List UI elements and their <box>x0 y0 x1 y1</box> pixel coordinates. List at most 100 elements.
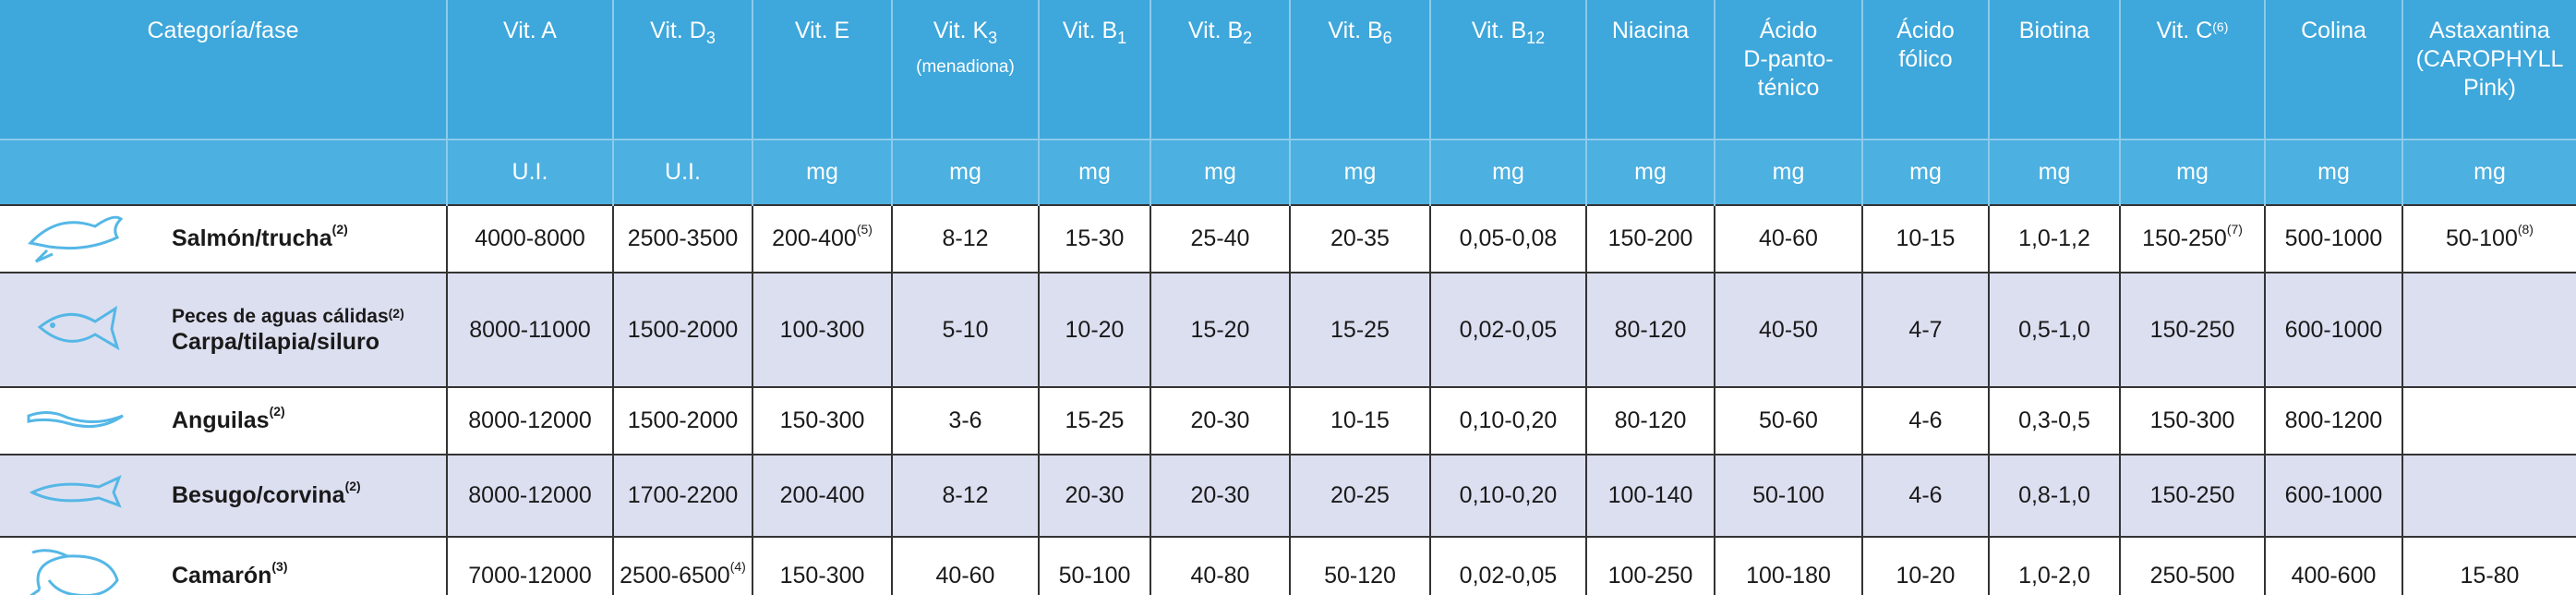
value-cell: 1,0-2,0 <box>1988 536 2120 595</box>
category-group: Peces de aguas cálidas(2) <box>172 305 446 329</box>
unit-label: mg <box>1150 139 1290 205</box>
header-text: Vit. A <box>503 18 557 43</box>
subscript: 3 <box>705 29 716 47</box>
header-text: fólico <box>1898 46 1953 72</box>
value-text: 4-6 <box>1908 482 1943 508</box>
subscript: 1 <box>1117 29 1127 47</box>
value-cell: 20-35 <box>1289 204 1430 273</box>
unit-label: mg <box>2119 139 2265 205</box>
value-text: 50-60 <box>1759 407 1818 433</box>
column-header: Biotina <box>1988 0 2120 140</box>
unit-label: mg <box>2401 139 2576 205</box>
value-cell: 150-300 <box>752 536 892 595</box>
header-line: ténico <box>1716 74 1861 103</box>
header-line: D-panto- <box>1716 45 1861 74</box>
value-cell: 8000-11000 <box>446 272 613 387</box>
value-text: 0,10-0,20 <box>1459 407 1558 433</box>
category-cell: Besugo/corvina(2) <box>148 454 447 537</box>
unit-label: mg <box>1988 139 2120 205</box>
value-cell: 20-25 <box>1289 454 1430 537</box>
value-text: 0,02-0,05 <box>1459 316 1558 343</box>
unit-label: mg <box>1585 139 1715 205</box>
data-row: Besugo/corvina(2) 8000-12000 1700-2200 200-… <box>0 454 2576 537</box>
subscript: 3 <box>988 29 998 47</box>
footnote-mark: (2) <box>269 404 285 419</box>
value-cell: 20-30 <box>1038 454 1150 537</box>
value-text: 0,05-0,08 <box>1459 225 1558 251</box>
value-cell: 150-250 <box>2119 272 2265 387</box>
table-body: Salmón/trucha(2) 4000-8000 2500-3500 200-40… <box>0 204 2576 595</box>
value-cell: 1700-2200 <box>612 454 752 537</box>
species-icon <box>28 548 119 595</box>
value-text: 40-80 <box>1190 562 1250 589</box>
unit-label: mg <box>1429 139 1586 205</box>
value-cell: 4-6 <box>1861 386 1989 455</box>
value-text: 100-140 <box>1607 482 1693 508</box>
data-row: Camarón(3) 7000-12000 2500-6500(4) 150-300 4… <box>0 536 2576 595</box>
value-text: 0,02-0,05 <box>1459 562 1558 589</box>
category-cell: Anguilas(2) <box>148 386 447 455</box>
table-header: Categoría/fase Vit. A Vit. D3 Vit. E Vit. K… <box>0 0 2576 205</box>
value-text: 50-100 <box>2446 225 2518 251</box>
value-text: 3-6 <box>948 407 982 433</box>
value-text: 150-250 <box>2149 316 2235 343</box>
header-line: (menadiona) <box>894 53 1038 81</box>
category-name: Camarón <box>172 562 272 589</box>
value-cell: 4000-8000 <box>446 204 613 273</box>
category-cell: Peces de aguas cálidas(2) Carpa/tilapia/s… <box>148 272 447 387</box>
value-cell <box>2401 454 2576 537</box>
value-cell: 50-120 <box>1289 536 1430 595</box>
value-text: 25-40 <box>1190 225 1250 251</box>
value-text: 200-400 <box>772 225 857 251</box>
value-cell: 600-1000 <box>2264 272 2402 387</box>
value-cell <box>2401 272 2576 387</box>
species-icon-cell <box>0 272 148 387</box>
column-header: Colina <box>2264 0 2402 140</box>
category-name: Carpa/tilapia/siluro <box>172 328 380 355</box>
value-text: 100-300 <box>779 316 865 343</box>
column-header: Vit. K3 (menadiona) <box>891 0 1039 140</box>
value-cell: 100-180 <box>1714 536 1862 595</box>
value-cell: 8000-12000 <box>446 386 613 455</box>
header-text: Vit. C <box>2156 18 2213 43</box>
value-text: 40-50 <box>1759 316 1818 343</box>
header-line: (CAROPHYLL <box>2404 45 2576 74</box>
value-cell: 40-80 <box>1150 536 1290 595</box>
value-cell: 100-300 <box>752 272 892 387</box>
value-cell: 200-400(5) <box>752 204 892 273</box>
header-line: Ácido <box>1716 17 1861 45</box>
units-row: U.I. U.I. mg mg mg mg mg mg mg mg mg mg mg mg mg <box>0 139 2576 205</box>
value-cell: 15-30 <box>1038 204 1150 273</box>
unit-label: mg <box>752 139 892 205</box>
category-header: Categoría/fase <box>0 0 447 140</box>
value-text: 40-60 <box>1759 225 1818 251</box>
column-header: Niacina <box>1585 0 1715 140</box>
category-cell: Salmón/trucha(2) <box>148 204 447 273</box>
value-cell: 10-15 <box>1289 386 1430 455</box>
footnote-mark: (8) <box>2517 222 2534 237</box>
value-cell: 50-100 <box>1714 454 1862 537</box>
value-text: 0,3-0,5 <box>2018 407 2090 433</box>
value-text: 100-180 <box>1746 562 1831 589</box>
header-line: Pink) <box>2404 74 2576 103</box>
value-cell: 15-80 <box>2401 536 2576 595</box>
header-text: Vit. B <box>1471 18 1527 43</box>
value-text: 150-250 <box>2149 482 2235 508</box>
header-line: Vit. C(6) <box>2122 17 2264 45</box>
value-text: 15-30 <box>1065 225 1125 251</box>
data-row: Peces de aguas cálidas(2) Carpa/tilapia/s… <box>0 272 2576 387</box>
unit-label: U.I. <box>612 139 752 205</box>
value-cell: 150-200 <box>1585 204 1715 273</box>
value-text: 4-6 <box>1908 407 1943 433</box>
header-text: Vit. D <box>650 18 706 43</box>
value-text: 1700-2200 <box>627 482 739 508</box>
value-cell: 0,10-0,20 <box>1429 454 1586 537</box>
category-cell: Camarón(3) <box>148 536 447 595</box>
value-text: 8000-12000 <box>468 407 592 433</box>
species-icon <box>27 215 123 263</box>
value-cell: 100-250 <box>1585 536 1715 595</box>
value-cell: 15-25 <box>1289 272 1430 387</box>
header-line: Astaxantina <box>2404 17 2576 45</box>
value-text: 4000-8000 <box>475 225 585 251</box>
